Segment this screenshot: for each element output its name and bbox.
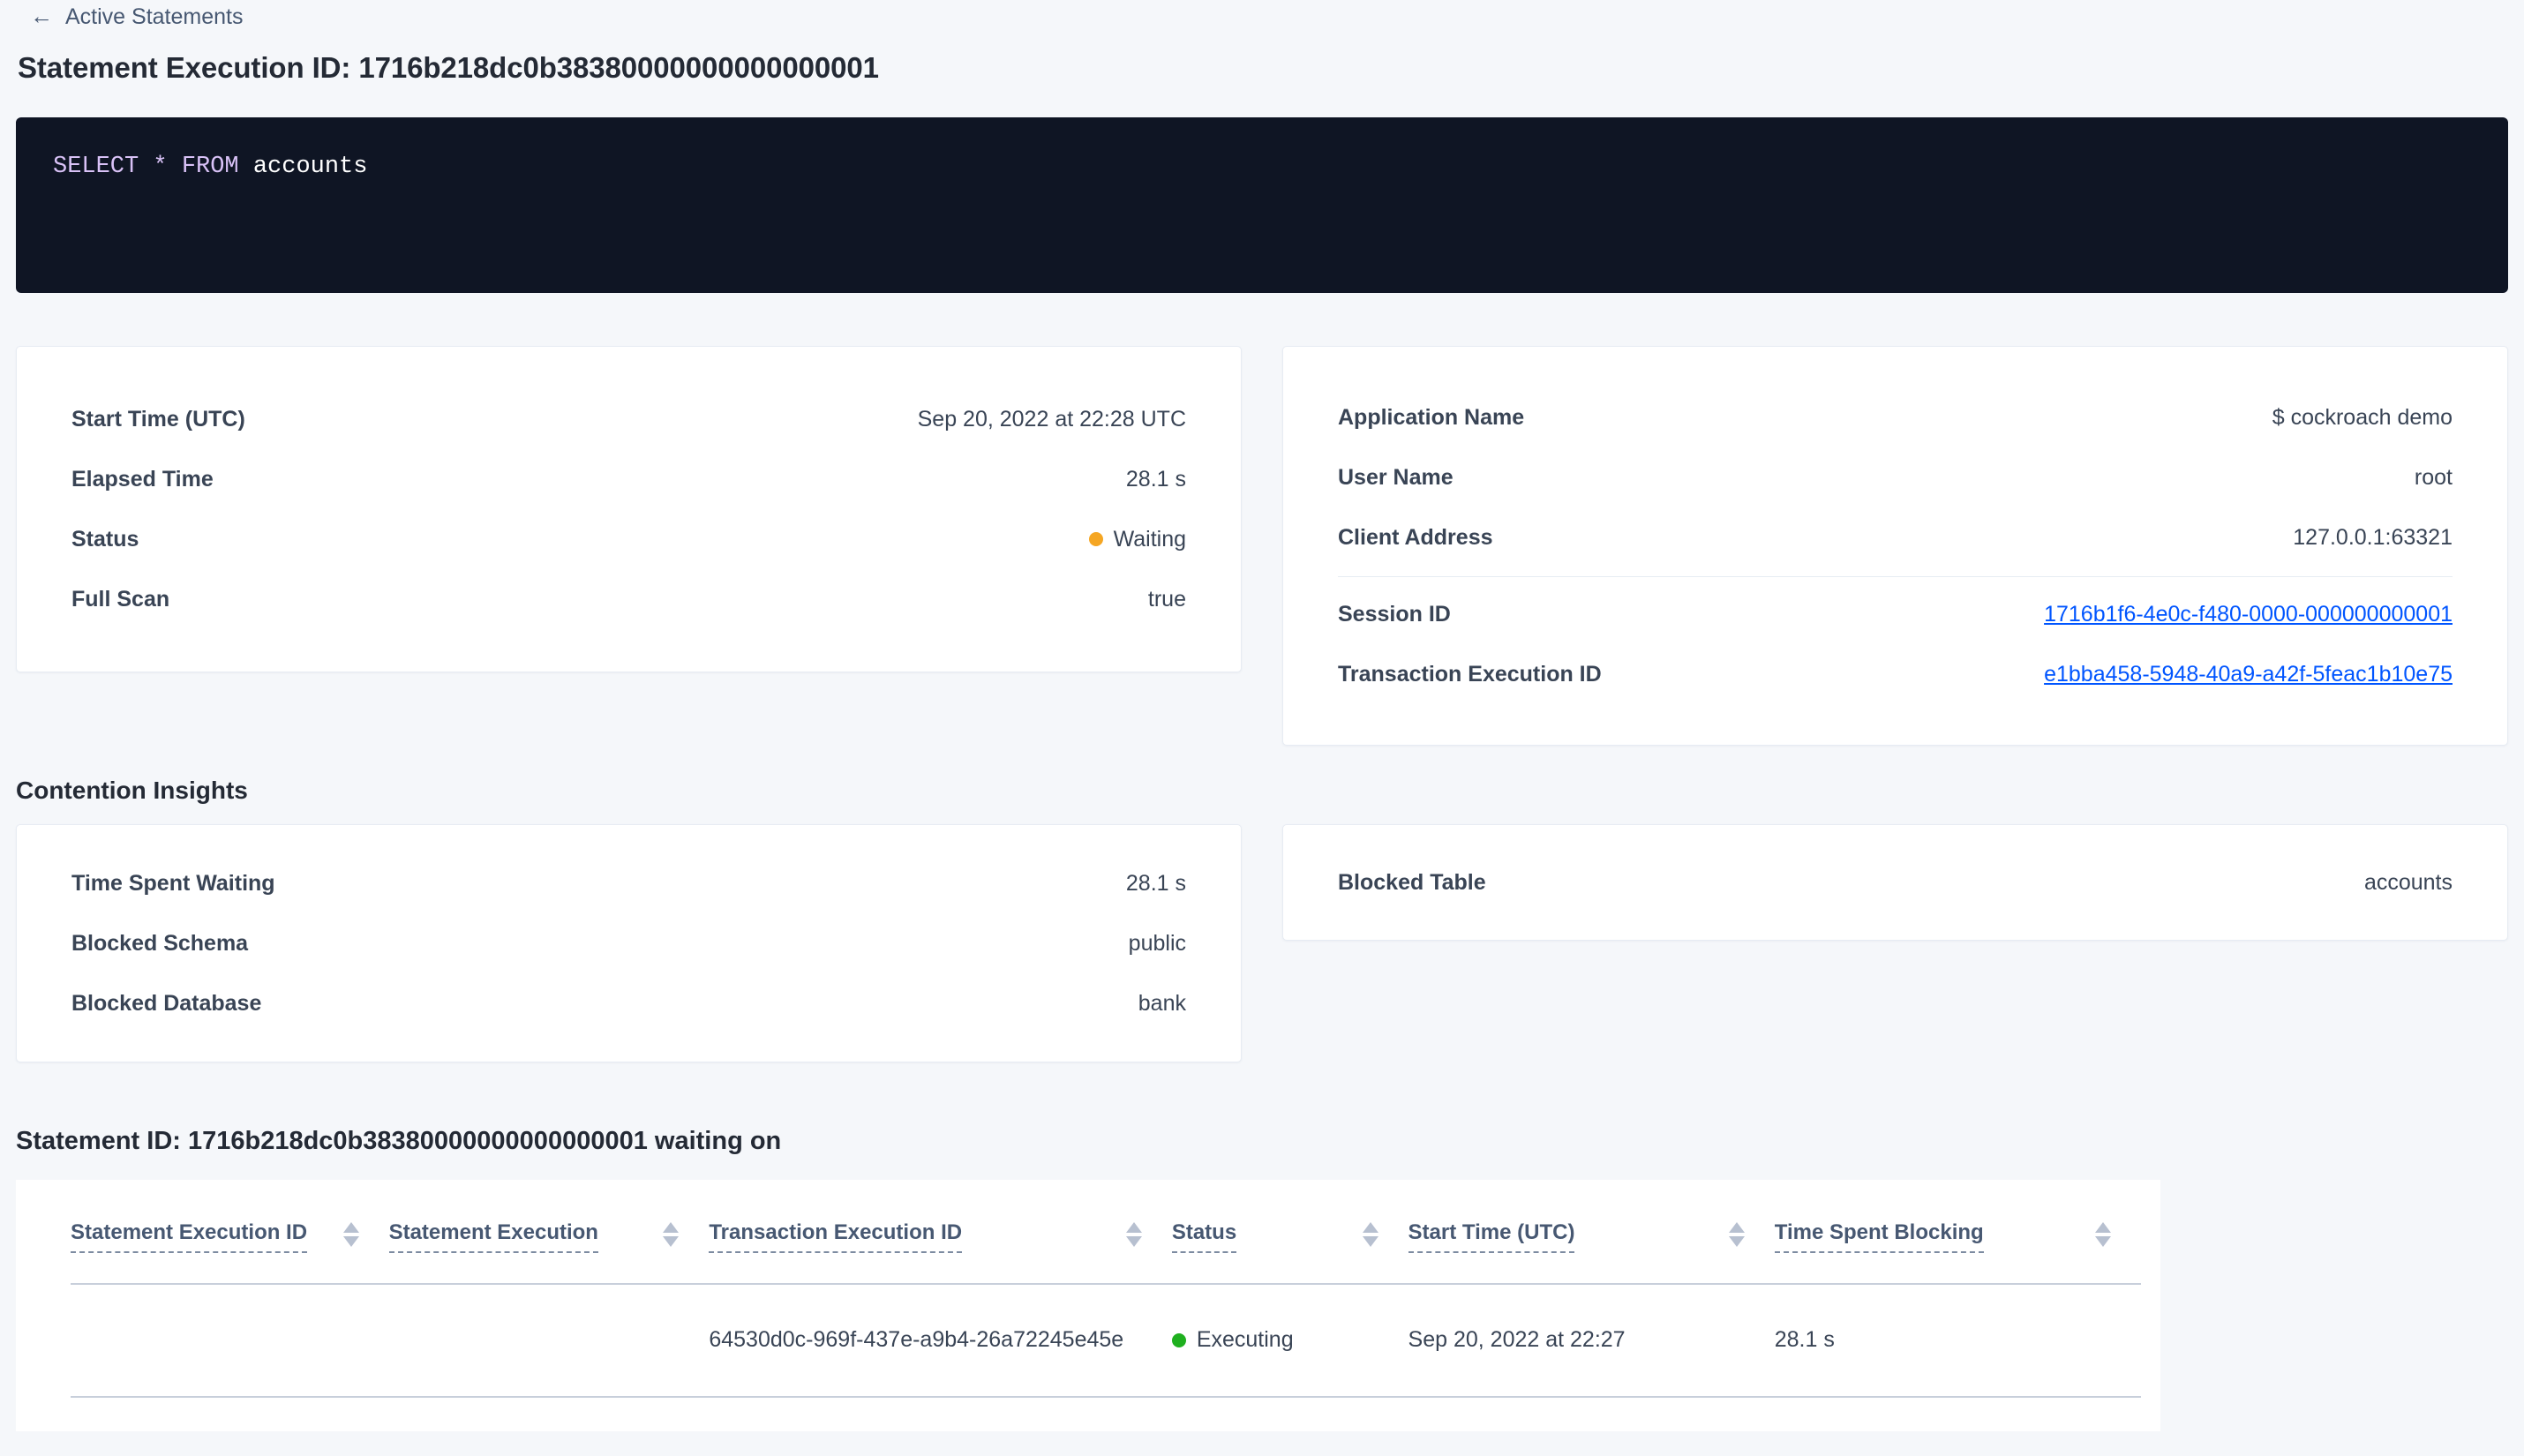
kv-row-status: Status Waiting	[71, 509, 1186, 569]
column-label[interactable]: Statement Execution ID	[71, 1220, 308, 1253]
link-transaction-execution-id[interactable]: e1bba458-5948-40a9-a42f-5feac1b10e75	[2044, 661, 2453, 687]
cell-status: Executing	[1171, 1284, 1408, 1398]
column-header-transaction-execution-id[interactable]: Transaction Execution ID	[709, 1180, 1172, 1285]
kv-row-blocked-schema: Blocked Schema public	[71, 913, 1186, 973]
kv-row-session-id: Session ID 1716b1f6-4e0c-f480-0000-00000…	[1338, 584, 2453, 644]
column-header-start-time[interactable]: Start Time (UTC)	[1408, 1180, 1775, 1285]
sql-code-text: SELECT * FROM accounts	[53, 151, 2471, 184]
column-header-status[interactable]: Status	[1171, 1180, 1408, 1285]
column-label[interactable]: Transaction Execution ID	[709, 1220, 963, 1253]
cell-start-time: Sep 20, 2022 at 22:27	[1408, 1284, 1775, 1398]
label-elapsed-time: Elapsed Time	[71, 466, 214, 492]
value-full-scan: true	[1147, 586, 1186, 612]
waiting-on-table: Statement Execution ID Statement Executi…	[71, 1180, 2141, 1398]
label-full-scan: Full Scan	[71, 586, 170, 612]
label-blocked-table: Blocked Table	[1338, 869, 1486, 895]
kv-row-elapsed-time: Elapsed Time 28.1 s	[71, 449, 1186, 509]
sql-identifier-table: accounts	[252, 154, 368, 180]
cell-time-spent-blocking: 28.1 s	[1774, 1284, 2141, 1398]
kv-row-application-name: Application Name $ cockroach demo	[1338, 387, 2453, 447]
label-status: Status	[71, 526, 139, 552]
value-application-name: $ cockroach demo	[2272, 404, 2453, 430]
label-user-name: User Name	[1338, 464, 1454, 490]
status-badge: Waiting	[1088, 526, 1186, 552]
waiting-on-table-container: Statement Execution ID Statement Executi…	[16, 1180, 2160, 1431]
value-client-address: 127.0.0.1:63321	[2293, 524, 2453, 550]
column-label[interactable]: Start Time (UTC)	[1408, 1220, 1575, 1253]
label-session-id: Session ID	[1338, 601, 1451, 627]
value-blocked-database: bank	[1138, 990, 1186, 1016]
session-details-card: Application Name $ cockroach demo User N…	[1282, 346, 2508, 746]
kv-row-time-spent-waiting: Time Spent Waiting 28.1 s	[71, 853, 1186, 913]
column-label[interactable]: Status	[1171, 1220, 1237, 1253]
kv-row-blocked-database: Blocked Database bank	[71, 973, 1186, 1033]
cell-statement-execution	[388, 1284, 710, 1398]
label-application-name: Application Name	[1338, 404, 1525, 430]
value-elapsed-time: 28.1 s	[1125, 466, 1186, 492]
kv-row-full-scan: Full Scan true	[71, 569, 1186, 629]
value-blocked-table: accounts	[2363, 869, 2453, 895]
cell-status-label: Executing	[1196, 1327, 1294, 1352]
label-client-address: Client Address	[1338, 524, 1493, 550]
column-header-time-spent-blocking[interactable]: Time Spent Blocking	[1774, 1180, 2141, 1285]
label-blocked-schema: Blocked Schema	[71, 930, 249, 956]
kv-row-transaction-execution-id: Transaction Execution ID e1bba458-5948-4…	[1338, 644, 2453, 704]
label-time-spent-waiting: Time Spent Waiting	[71, 870, 275, 896]
sort-arrows-icon[interactable]	[1362, 1222, 1378, 1247]
contention-insights-card: Time Spent Waiting 28.1 s Blocked Schema…	[16, 824, 1242, 1062]
kv-row-client-address: Client Address 127.0.0.1:63321	[1338, 507, 2453, 567]
column-header-statement-execution[interactable]: Statement Execution	[388, 1180, 710, 1285]
arrow-left-icon: ←	[30, 3, 53, 29]
column-label[interactable]: Statement Execution	[388, 1220, 598, 1253]
table-header-row: Statement Execution ID Statement Executi…	[71, 1180, 2141, 1285]
sql-keyword-from: FROM	[181, 154, 239, 180]
table-row[interactable]: 64530d0c-969f-437e-a9b4-26a72245e45e Exe…	[71, 1284, 2141, 1398]
label-transaction-execution-id: Transaction Execution ID	[1338, 661, 1602, 687]
statement-details-card: Start Time (UTC) Sep 20, 2022 at 22:28 U…	[16, 346, 1242, 672]
waiting-on-heading: Statement ID: 1716b218dc0b38380000000000…	[16, 1127, 782, 1155]
kv-row-blocked-table: Blocked Table accounts	[1338, 852, 2453, 912]
label-start-time: Start Time (UTC)	[71, 406, 245, 432]
label-blocked-database: Blocked Database	[71, 990, 262, 1016]
status-dot-waiting-icon	[1088, 532, 1103, 546]
cell-transaction-execution-id: 64530d0c-969f-437e-a9b4-26a72245e45e	[709, 1284, 1172, 1398]
value-start-time: Sep 20, 2022 at 22:28 UTC	[917, 406, 1186, 432]
blocked-table-card: Blocked Table accounts	[1282, 824, 2508, 941]
page-title: Statement Execution ID: 1716b218dc0b3838…	[18, 51, 879, 84]
sort-arrows-icon[interactable]	[342, 1222, 359, 1247]
breadcrumb-back-link[interactable]: ← Active Statements	[30, 0, 243, 34]
sql-star: *	[153, 154, 168, 180]
value-blocked-schema: public	[1128, 930, 1186, 956]
kv-row-user-name: User Name root	[1338, 447, 2453, 507]
status-badge-executing: Executing	[1171, 1327, 1294, 1353]
sort-arrows-icon[interactable]	[1728, 1222, 1745, 1247]
sql-keyword-select: SELECT	[53, 154, 139, 180]
column-header-statement-execution-id[interactable]: Statement Execution ID	[71, 1180, 389, 1285]
value-status: Waiting	[1113, 526, 1186, 552]
link-session-id[interactable]: 1716b1f6-4e0c-f480-0000-000000000001	[2044, 601, 2453, 627]
sort-arrows-icon[interactable]	[2095, 1222, 2111, 1247]
contention-insights-heading: Contention Insights	[16, 777, 248, 804]
kv-row-start-time: Start Time (UTC) Sep 20, 2022 at 22:28 U…	[71, 389, 1186, 449]
card-divider	[1338, 576, 2453, 577]
sql-code-block: SELECT * FROM accounts	[16, 117, 2508, 293]
sort-arrows-icon[interactable]	[1125, 1222, 1142, 1247]
value-time-spent-waiting: 28.1 s	[1125, 870, 1186, 896]
cell-statement-execution-id	[71, 1284, 389, 1398]
value-user-name: root	[2414, 464, 2453, 490]
status-dot-executing-icon	[1171, 1332, 1186, 1347]
sort-arrows-icon[interactable]	[663, 1222, 680, 1247]
column-label[interactable]: Time Spent Blocking	[1774, 1220, 1984, 1253]
breadcrumb-label: Active Statements	[65, 4, 244, 29]
